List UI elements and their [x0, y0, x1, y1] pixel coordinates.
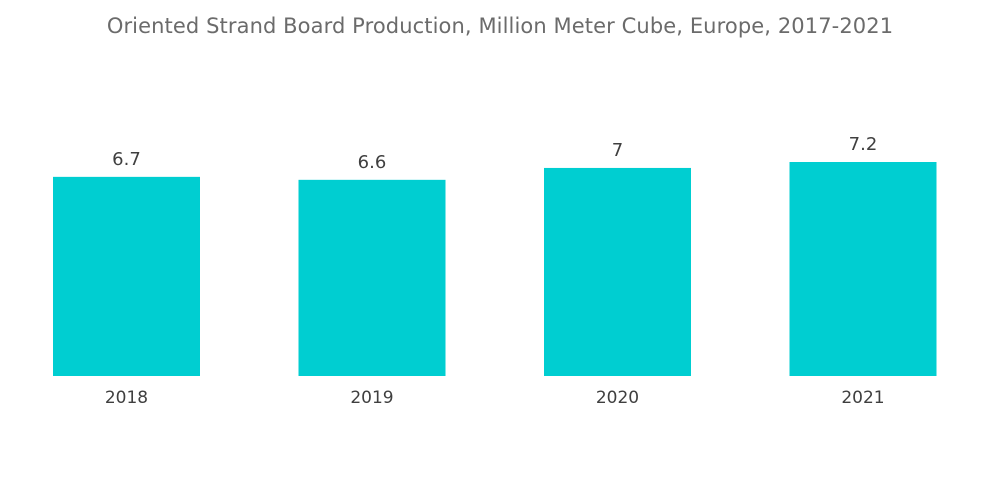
x-axis-tick-labels: 2018 2019 2020 2021 — [105, 388, 885, 408]
x-tick-label-2018: 2018 — [105, 388, 148, 408]
bar-2018 — [53, 176, 200, 376]
x-tick-label-2020: 2020 — [596, 388, 639, 408]
bar-2020 — [544, 167, 691, 376]
x-tick-label-2019: 2019 — [350, 388, 393, 408]
data-label-2021: 7.2 — [849, 134, 878, 155]
data-label-2018: 6.7 — [112, 149, 141, 170]
data-label-2020: 7 — [612, 140, 623, 161]
bar-2021 — [789, 162, 937, 376]
bar-2019 — [298, 179, 446, 376]
x-tick-label-2021: 2021 — [841, 388, 884, 408]
data-labels-layer: 6.7 6.6 7 7.2 — [112, 134, 877, 173]
data-label-2019: 6.6 — [358, 152, 387, 173]
chart-title: Oriented Strand Board Production, Millio… — [106, 14, 894, 38]
bars-layer — [53, 162, 937, 376]
